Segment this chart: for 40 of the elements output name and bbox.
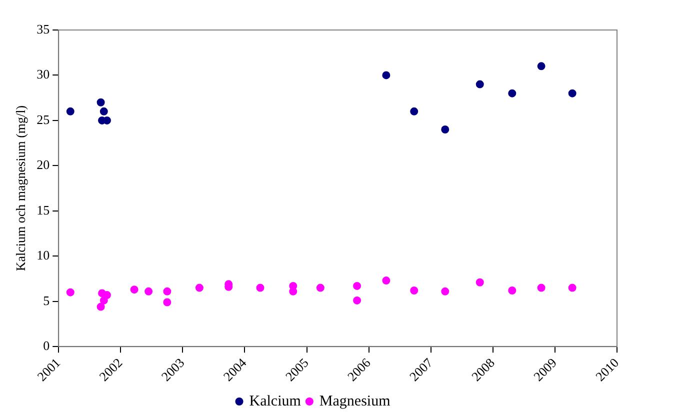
point — [568, 89, 576, 98]
y-axis-title: Kalcium och magnesium (mg/l) — [13, 105, 28, 272]
point — [508, 89, 516, 98]
point — [382, 71, 390, 80]
y-tick-label: 15 — [36, 202, 50, 218]
y-tick-label: 35 — [36, 21, 50, 36]
point — [353, 282, 362, 290]
point — [195, 284, 204, 292]
point — [441, 126, 450, 134]
point — [508, 286, 516, 295]
y-tick-label: 0 — [43, 338, 50, 354]
point — [66, 107, 74, 116]
y-tick-label: 20 — [36, 157, 50, 172]
point — [441, 287, 450, 296]
point — [476, 80, 484, 88]
point — [410, 286, 418, 295]
point — [476, 278, 484, 286]
legend-label: Kalcium — [249, 393, 302, 410]
point — [537, 284, 546, 292]
point — [353, 296, 362, 304]
point — [96, 302, 105, 311]
point — [96, 98, 105, 106]
point — [144, 287, 153, 296]
y-tick-label: 5 — [43, 292, 50, 308]
y-tick-label: 30 — [36, 66, 50, 82]
point — [537, 62, 546, 70]
point — [568, 284, 576, 292]
point — [163, 287, 172, 296]
point — [130, 286, 138, 294]
point — [163, 298, 172, 306]
point — [256, 284, 264, 292]
y-tick-label: 25 — [36, 112, 50, 127]
point — [316, 284, 324, 292]
point — [382, 276, 390, 285]
y-tick-label: 10 — [36, 248, 50, 263]
point — [100, 107, 108, 116]
point — [66, 288, 74, 296]
point — [410, 107, 418, 116]
legend-label: Magnesium — [319, 393, 391, 410]
point — [102, 291, 111, 300]
